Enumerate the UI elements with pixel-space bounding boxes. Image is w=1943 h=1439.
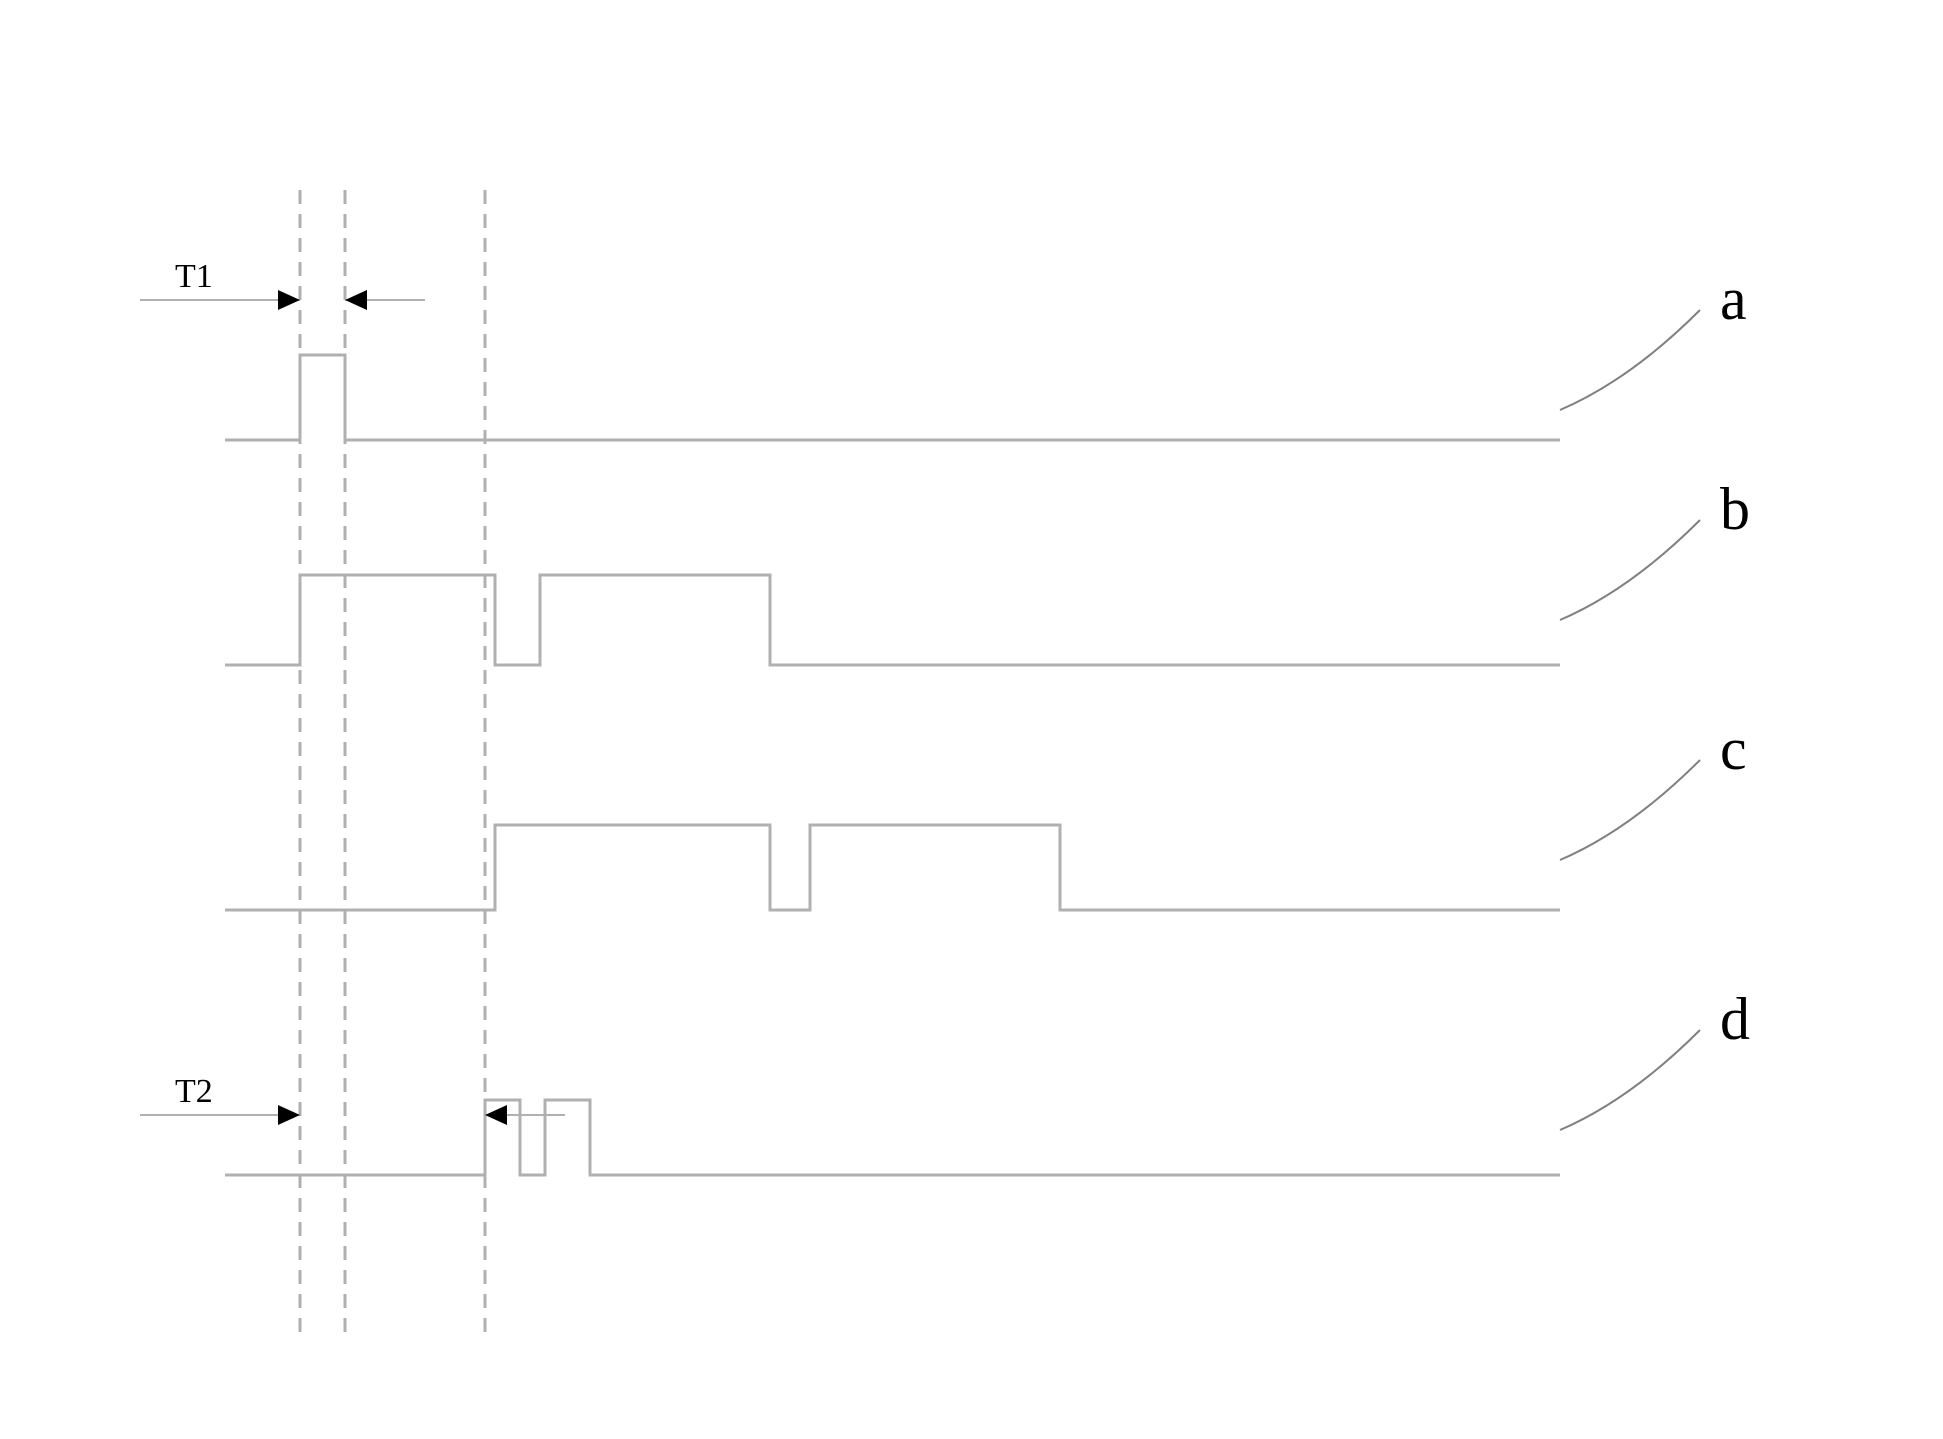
signal-label-a: a	[1720, 265, 1747, 334]
time-label-t2: T2	[175, 1073, 213, 1111]
signal-label-d: d	[1720, 985, 1750, 1054]
timing-diagram	[0, 0, 1943, 1439]
signal-label-c: c	[1720, 715, 1747, 784]
time-label-t1: T1	[175, 258, 213, 296]
signal-label-b: b	[1720, 475, 1750, 544]
